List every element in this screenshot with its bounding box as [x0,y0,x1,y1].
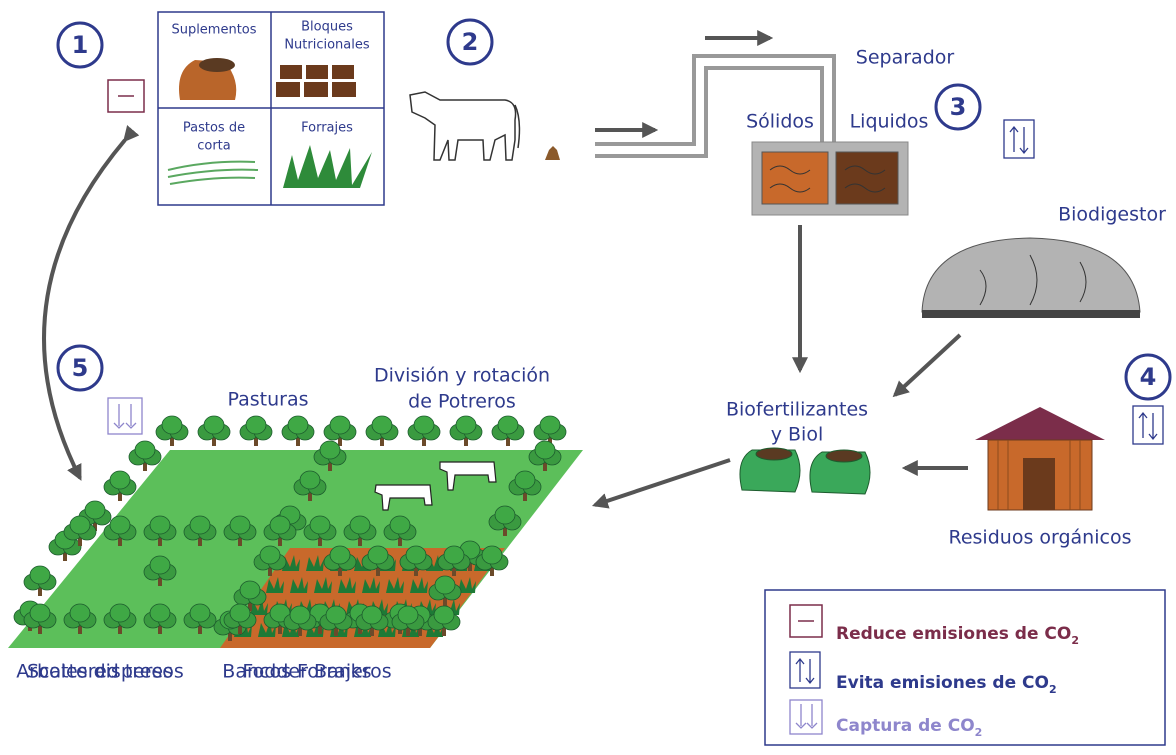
pasture-label: de Potreros [408,391,516,413]
cow [410,92,519,160]
pasture-label: Pasturas [228,389,309,411]
arrow [895,335,960,395]
separator-tank [752,142,908,215]
biofertilizer-label: y Biol [771,424,824,446]
feed-label: Nutricionales [284,38,370,53]
biofertilizer-label: Biofertilizantes [726,399,868,421]
feed-label: Suplementos [171,23,256,38]
biodigester [922,238,1140,318]
legend-item: Evita emisiones de CO2 [836,673,1057,696]
bottom-labels: Scattered trees Arboles dispersos Fodder… [16,661,392,683]
step-number: 4 [1140,363,1157,391]
hut [975,407,1105,510]
pasture-label: División y rotación [374,365,550,387]
bottom-label: Arboles dispersos [16,661,184,683]
avoid-icon [1133,406,1163,444]
manure [545,146,560,160]
waste-label: Residuos orgánicos [949,527,1132,549]
biodigester-label: Biodigestor [1058,204,1166,226]
feed-label: Forrajes [301,121,353,136]
legend-item: Reduce emisiones de CO2 [836,624,1079,647]
legend: Reduce emisiones de CO2 Evita emisiones … [765,590,1165,745]
step-number: 1 [72,31,89,59]
arrow [595,460,730,505]
avoid-icon [1004,120,1034,158]
separator-title: Separador [856,47,955,69]
bottom-label: Bancos Forrajeros [222,661,391,683]
feed-label: Pastos de [183,121,245,136]
reduce-icon [108,80,144,112]
feed-label: Bloques [301,20,353,35]
step-number: 5 [72,354,89,382]
field [8,416,583,648]
pipe [595,62,828,150]
step-number: 2 [462,28,479,56]
diagram: 1 2 3 4 5 Suplementos Bloques Nutriciona… [0,0,1176,751]
feed-label: corta [197,139,231,154]
legend-item: Captura de CO2 [836,716,982,739]
separator-label: Liquidos [850,111,929,133]
separator-label: Sólidos [746,111,814,133]
step-number: 3 [950,93,967,121]
capture-icon [108,398,142,434]
fertilizer-bags [740,448,870,494]
